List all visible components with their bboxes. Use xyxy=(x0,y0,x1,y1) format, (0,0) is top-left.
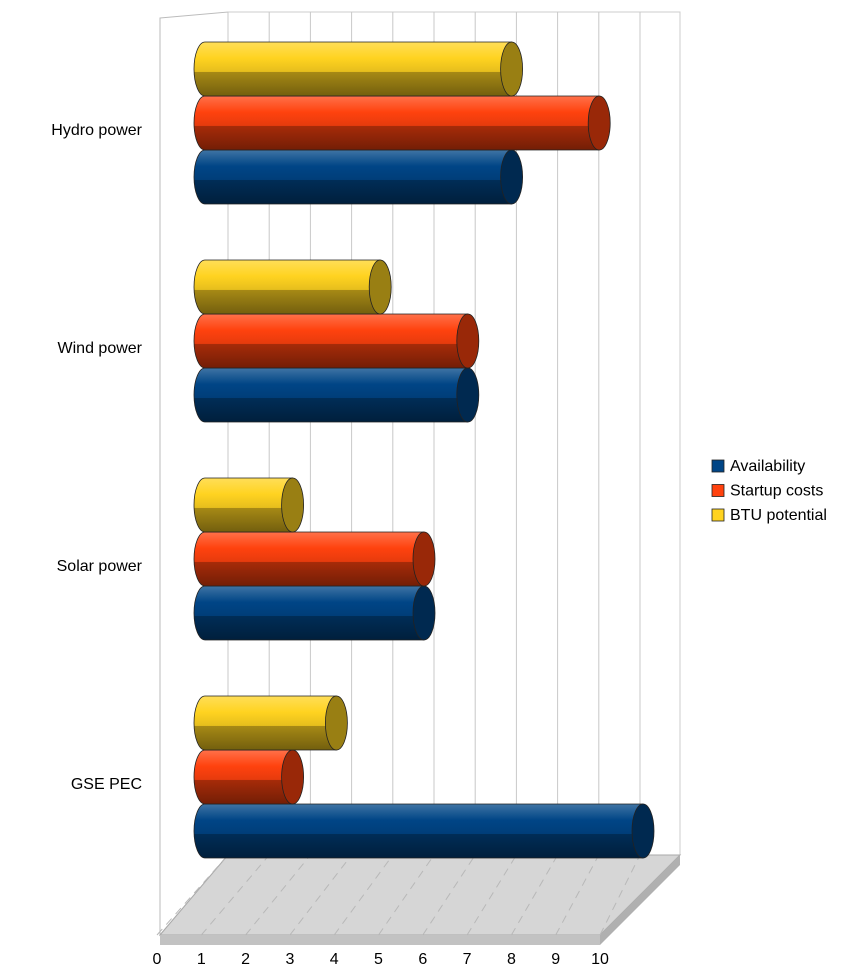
bar-cap xyxy=(281,477,305,533)
y-tick-label: GSE PEC xyxy=(71,776,142,793)
floor-grid-line xyxy=(156,854,229,936)
x-tick-label: 9 xyxy=(551,951,560,968)
x-tick-label: 0 xyxy=(153,951,162,968)
bar xyxy=(193,41,524,97)
floor-grid-line xyxy=(333,854,394,936)
bar xyxy=(193,695,348,751)
floor-grid-line xyxy=(200,854,270,936)
legend-label: Availability xyxy=(730,458,805,475)
y-tick-label: Solar power xyxy=(57,558,143,575)
bar-body xyxy=(193,149,512,205)
x-tick-label: 6 xyxy=(418,951,427,968)
bar xyxy=(193,477,305,533)
bar-body xyxy=(193,695,337,751)
floor-grid-line xyxy=(378,854,435,936)
x-tick-label: 5 xyxy=(374,951,383,968)
x-tick-label: 3 xyxy=(285,951,294,968)
bar xyxy=(193,95,611,151)
floor-grid-line xyxy=(510,854,559,936)
x-tick-label: 1 xyxy=(197,951,206,968)
bar-cap xyxy=(456,313,480,369)
bar-cap xyxy=(587,95,611,151)
bar-cap xyxy=(412,585,436,641)
bar xyxy=(193,531,436,587)
bar-cap xyxy=(368,259,392,315)
bar-cap xyxy=(500,149,524,205)
bar-body xyxy=(193,95,600,151)
x-tick-label: 8 xyxy=(507,951,516,968)
bar xyxy=(193,367,480,423)
bar-cap xyxy=(500,41,524,97)
bar xyxy=(193,259,392,315)
bar-body xyxy=(193,477,293,533)
y-tick-label: Wind power xyxy=(58,340,143,357)
x-tick-label: 10 xyxy=(591,951,609,968)
floor-grid-line xyxy=(289,854,352,936)
floor-grid-line xyxy=(466,854,517,936)
bar-body xyxy=(193,367,469,423)
legend-swatch xyxy=(711,459,725,473)
bar-cap xyxy=(281,749,305,805)
bar xyxy=(193,749,305,805)
floor-grid-line xyxy=(245,854,311,936)
floor-side xyxy=(600,855,680,945)
x-tick-label: 2 xyxy=(241,951,250,968)
bar-body xyxy=(193,41,512,97)
bar-cap xyxy=(412,531,436,587)
floor-grid-line xyxy=(599,854,641,936)
legend-swatch xyxy=(711,484,725,497)
legend-label: Startup costs xyxy=(730,483,823,500)
bar xyxy=(193,803,655,859)
bar-cap xyxy=(324,695,348,751)
floor-edge xyxy=(160,935,600,945)
floor-grid-line xyxy=(422,854,476,936)
bar-body xyxy=(193,803,644,859)
bar-cap xyxy=(456,367,480,423)
bar-body xyxy=(193,313,469,369)
bar-body xyxy=(193,259,381,315)
bar-body xyxy=(193,749,293,805)
y-tick-label: Hydro power xyxy=(51,122,142,139)
bar xyxy=(193,313,480,369)
bar xyxy=(193,585,436,641)
legend-label: BTU potential xyxy=(730,507,827,524)
x-tick-label: 4 xyxy=(330,951,339,968)
floor xyxy=(158,854,682,936)
bar xyxy=(193,149,524,205)
bar-body xyxy=(193,531,425,587)
floor-grid-line xyxy=(555,854,600,936)
bar-cap xyxy=(631,803,655,859)
bar-body xyxy=(193,585,425,641)
x-tick-label: 7 xyxy=(463,951,472,968)
legend-swatch xyxy=(711,508,725,522)
